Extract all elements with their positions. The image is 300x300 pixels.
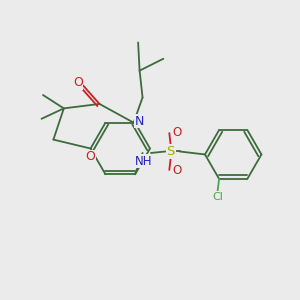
Text: S: S: [167, 145, 175, 158]
Text: O: O: [85, 150, 95, 163]
Text: N: N: [134, 115, 144, 128]
Text: O: O: [172, 164, 182, 177]
Text: O: O: [172, 126, 182, 139]
Text: Cl: Cl: [212, 192, 223, 202]
Text: O: O: [73, 76, 83, 89]
Text: NH: NH: [135, 155, 153, 168]
